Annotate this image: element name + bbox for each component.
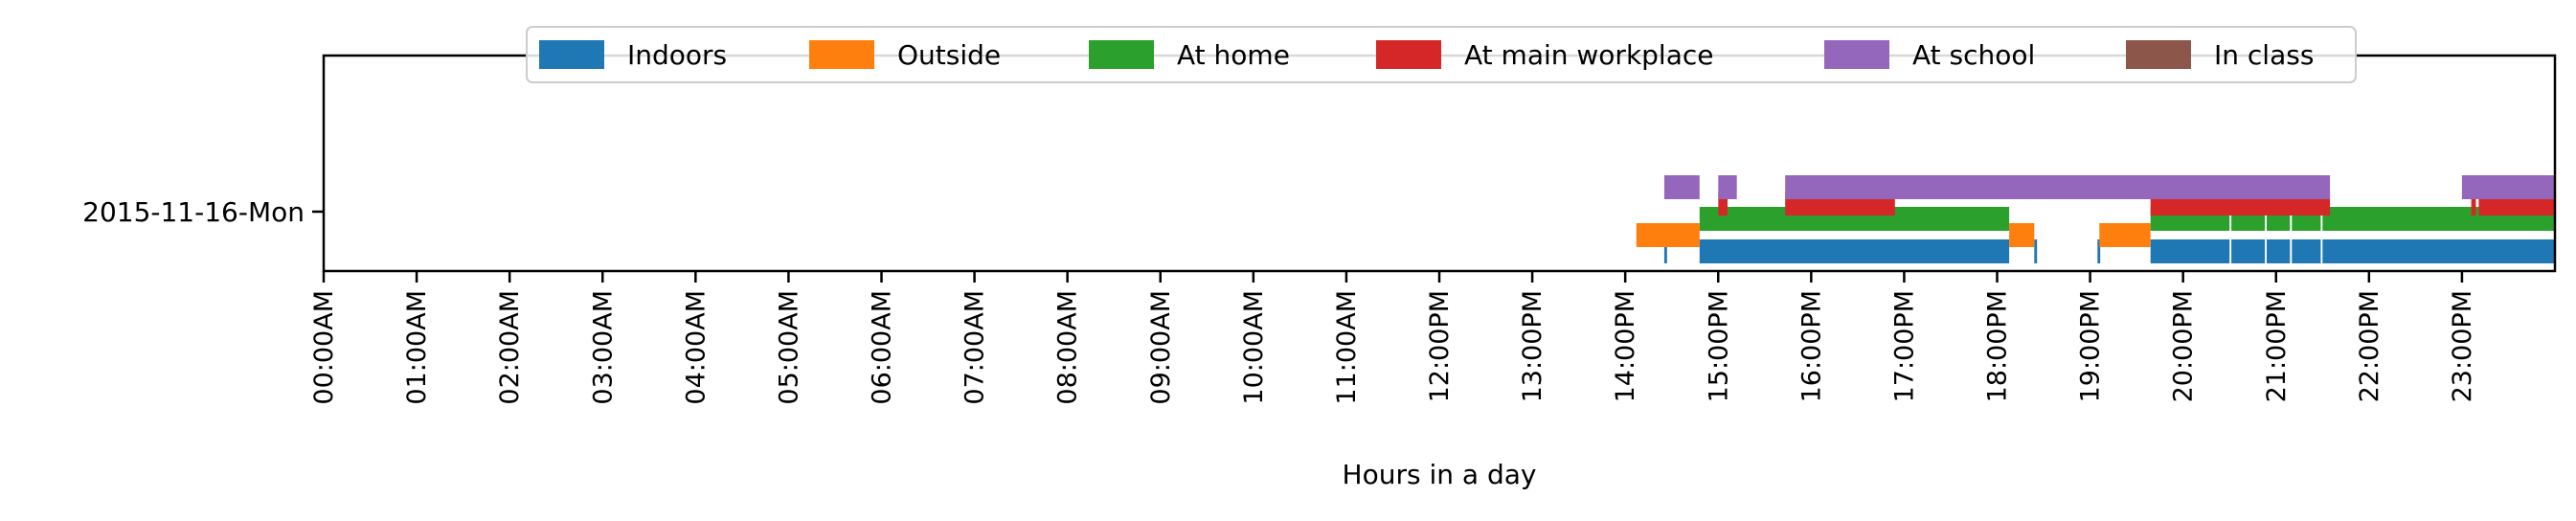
bar-at-school-1	[1718, 175, 1737, 199]
legend-label: Indoors	[627, 39, 727, 71]
x-tick-label: 11:00AM	[1332, 290, 1362, 405]
bar-indoors-7	[2292, 239, 2321, 263]
x-tick-label: 14:00PM	[1611, 290, 1640, 402]
bar-indoors-2	[2034, 239, 2038, 263]
x-tick-label: 01:00AM	[402, 290, 432, 405]
x-tick-label: 22:00PM	[2355, 290, 2384, 402]
bar-indoors-3	[2097, 239, 2101, 263]
x-tick-label: 19:00PM	[2076, 290, 2106, 402]
x-tick-label: 17:00PM	[1889, 290, 1919, 402]
bar-at-school-0	[1663, 175, 1700, 199]
y-axis: 2015-11-16-Mon	[82, 196, 324, 228]
x-tick-label: 05:00AM	[774, 290, 803, 405]
x-tick-label: 09:00AM	[1146, 290, 1176, 405]
legend-label: In class	[2214, 39, 2314, 71]
x-tick-label: 23:00PM	[2448, 290, 2477, 402]
x-tick-label: 00:00AM	[309, 290, 339, 405]
bar-outside-2	[2099, 223, 2151, 247]
x-tick-label: 21:00PM	[2262, 290, 2292, 402]
bar-indoors-5	[2231, 239, 2266, 263]
legend-swatch	[539, 40, 604, 69]
x-tick-label: 08:00AM	[1053, 290, 1083, 405]
legend-swatch	[1376, 40, 1441, 69]
legend-swatch	[1824, 40, 1889, 69]
bar-at-school-3	[2461, 175, 2555, 199]
legend-swatch	[2126, 40, 2191, 69]
bar-at-main-workplace-0	[1718, 192, 1728, 215]
bars-layer	[1636, 175, 2555, 263]
x-axis-label: Hours in a day	[1343, 459, 1537, 490]
legend-label: At main workplace	[1464, 39, 1714, 71]
x-tick-label: 13:00PM	[1518, 290, 1548, 402]
plot-frame	[322, 54, 2557, 273]
legend-swatch	[1089, 40, 1154, 69]
bar-indoors-6	[2267, 239, 2291, 263]
x-tick-label: 16:00PM	[1796, 290, 1826, 402]
bar-indoors-1	[1699, 239, 2010, 263]
y-tick-label: 2015-11-16-Mon	[82, 196, 305, 228]
x-tick-label: 03:00AM	[588, 290, 618, 405]
x-tick-label: 12:00PM	[1425, 290, 1455, 402]
bar-indoors-0	[1663, 239, 1667, 263]
bar-outside-0	[1636, 223, 1700, 247]
bar-at-main-workplace-3	[2471, 192, 2476, 215]
bar-outside-1	[2009, 223, 2035, 247]
x-tick-label: 18:00PM	[1983, 290, 2013, 402]
x-tick-label: 07:00AM	[960, 290, 990, 405]
legend-label: Outside	[897, 39, 1001, 71]
bar-at-school-2	[1785, 175, 2331, 199]
x-tick-label: 06:00AM	[868, 290, 897, 405]
bar-indoors-4	[2150, 239, 2230, 263]
bar-indoors-8	[2322, 239, 2555, 263]
x-tick-label: 15:00PM	[1704, 290, 1733, 402]
x-tick-label: 10:00AM	[1239, 290, 1269, 405]
legend-label: At home	[1177, 39, 1290, 71]
legend-label: At school	[1912, 39, 2035, 71]
x-axis: 00:00AM 01:00AM 02:00AM 03:00AM 04:00AM 05:00…	[309, 271, 2477, 405]
x-tick-label: 04:00AM	[681, 290, 711, 405]
x-tick-label: 02:00AM	[495, 290, 525, 405]
legend: Indoors Outside At home At main workplace At…	[526, 26, 2357, 83]
x-tick-label: 20:00PM	[2169, 290, 2199, 402]
legend-swatch	[809, 40, 874, 69]
